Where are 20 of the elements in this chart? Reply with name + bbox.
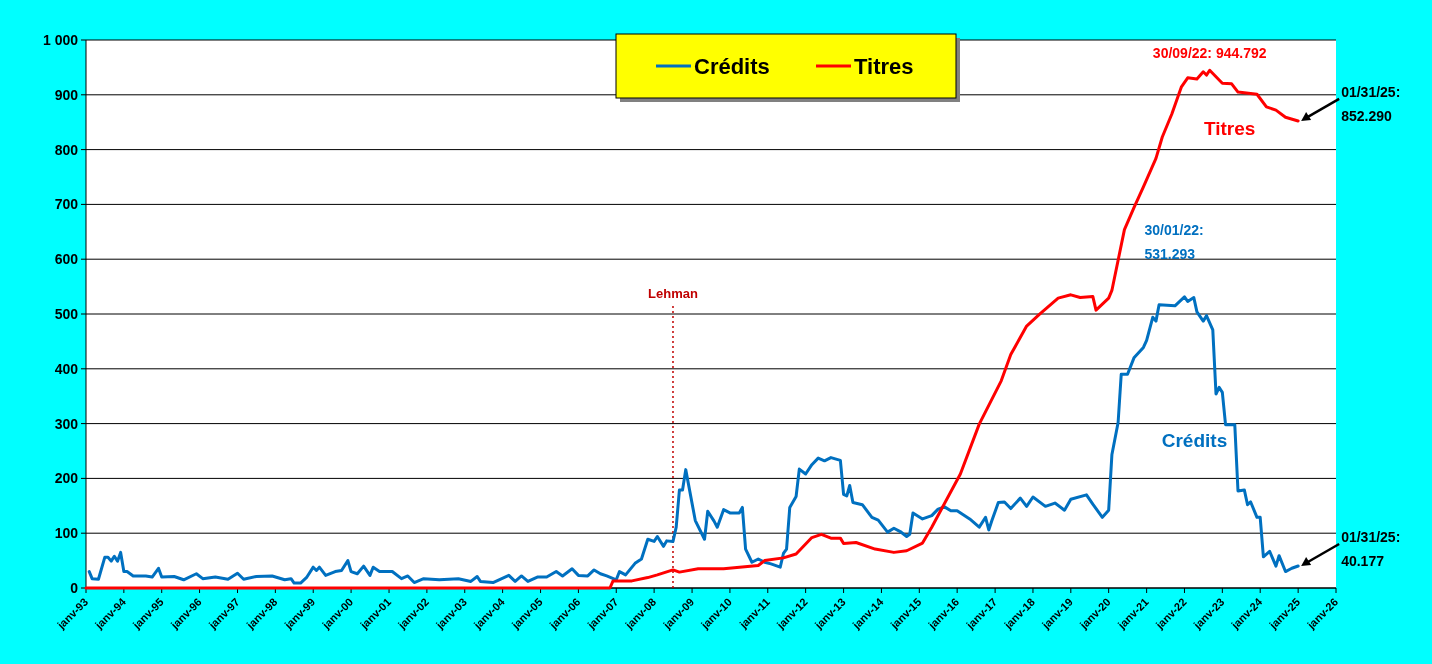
legend-label: Crédits bbox=[694, 54, 770, 79]
annotation: 01/31/25: 852.290 bbox=[1341, 83, 1401, 124]
y-tick-label: 500 bbox=[54, 306, 79, 322]
y-tick-label: 300 bbox=[54, 415, 79, 432]
text: Crédits bbox=[1161, 429, 1228, 451]
y-tick-label: 400 bbox=[54, 360, 79, 377]
y-tick-label: 800 bbox=[54, 141, 79, 158]
y-tick-label: 1 000 bbox=[42, 32, 79, 48]
y-tick-label: 900 bbox=[54, 86, 79, 103]
y-tick-label: 200 bbox=[54, 470, 79, 487]
annotation: 30/01/22: 531.293 bbox=[1144, 221, 1204, 262]
y-tick-label: 700 bbox=[54, 196, 79, 213]
ref-line-label: Lehman bbox=[648, 286, 698, 301]
text: Titres bbox=[1203, 118, 1256, 140]
legend-label: Titres bbox=[854, 54, 914, 79]
annotation: 01/31/25: 40.177 bbox=[1341, 528, 1401, 569]
y-tick-label: 100 bbox=[54, 525, 79, 542]
y-tick-label: 0 bbox=[70, 580, 79, 596]
y-tick-label: 600 bbox=[54, 251, 79, 268]
annotation: 30/09/22: 944.792 bbox=[1152, 45, 1267, 62]
